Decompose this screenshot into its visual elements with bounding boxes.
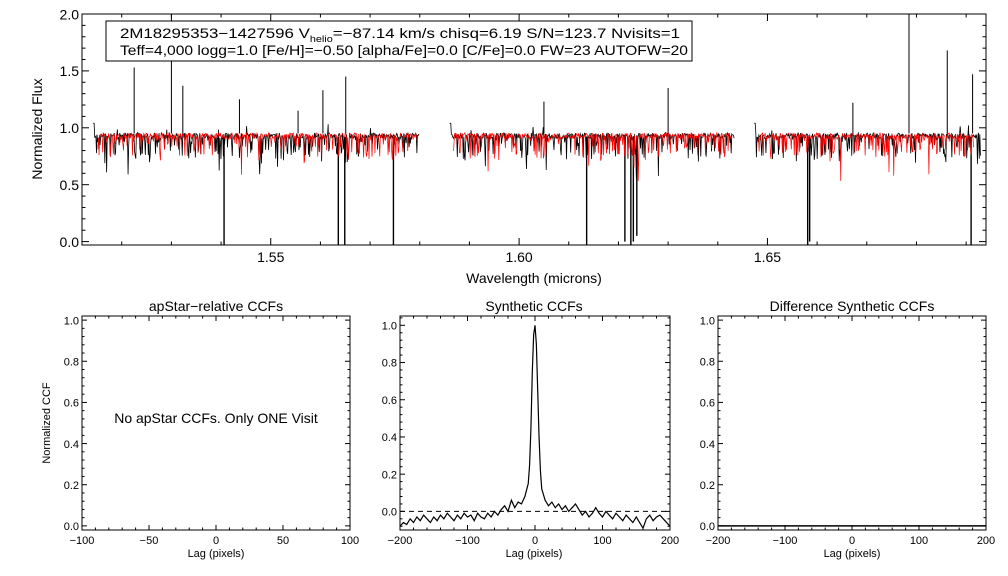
- synthetic-ccf-curve: [399, 325, 671, 530]
- y-tick-label: 0.4: [64, 439, 79, 451]
- y-tick-label: 1.0: [700, 315, 715, 327]
- apstar-ccf-y-axis-label: Normalized CCF: [41, 382, 53, 464]
- x-tick-label: 100: [593, 535, 611, 547]
- x-tick-label: 1.55: [257, 249, 284, 265]
- apstar-ccf-x-axis-label: Lag (pixels): [188, 548, 245, 560]
- x-tick-label: 1.65: [754, 249, 781, 265]
- x-tick-label: 50: [277, 535, 289, 547]
- star-id-text: 2M18295353−1427596: [120, 25, 294, 41]
- difference-ccf-x-tick-labels: −200 −100 0 100 200: [706, 535, 996, 547]
- apstar-ccf-note: No apStar CCFs. Only ONE Visit: [114, 410, 318, 426]
- y-tick-label: 0.0: [700, 521, 715, 533]
- info-line-2: Teff=4,000 logg=1.0 [Fe/H]=−0.50 [alpha/…: [120, 42, 688, 58]
- difference-ccf-y-tick-labels: 0.0 0.2 0.4 0.6 0.8 1.0: [700, 315, 715, 533]
- model-spectrum-segment: [97, 131, 418, 175]
- spectrum-x-axis-label: Wavelength (microns): [466, 270, 602, 286]
- difference-ccf-title: Difference Synthetic CCFs: [770, 298, 935, 314]
- y-tick-label: 0.6: [700, 398, 715, 410]
- spectrum-x-tick-labels: 1.55 1.60 1.65: [257, 249, 781, 265]
- apstar-ccf-panel: apStar−relative CCFs −100 −50 0 50 100 0.00.…: [41, 298, 359, 560]
- spectrum-y-axis-label: Normalized Flux: [29, 78, 45, 179]
- info-box-frame: [105, 20, 693, 62]
- y-tick-label: 0.0: [64, 521, 79, 533]
- synthetic-ccf-plot-frame: [399, 315, 671, 531]
- synthetic-ccf-x-tick-labels: −200 −100 0 100 200: [388, 535, 680, 547]
- y-tick-label: 0.2: [382, 469, 397, 481]
- synthetic-ccf-traces: [399, 325, 671, 530]
- difference-ccf-x-axis-label: Lag (pixels): [824, 548, 881, 560]
- apstar-ccf-x-tick-labels: −100 −50 0 50 100: [70, 535, 360, 547]
- v-helio-and-stats: =−87.14 km/s chisq=6.19 S/N=123.7 Nvisit…: [333, 25, 680, 41]
- y-tick-label: 0.0: [60, 234, 80, 250]
- synthetic-ccf-y-tick-labels: 0.0 0.2 0.4 0.6 0.8 1.0: [382, 320, 397, 518]
- y-tick-label: 1.0: [60, 120, 80, 136]
- x-tick-label: −50: [140, 535, 159, 547]
- y-tick-label: 0.5: [60, 177, 80, 193]
- y-tick-label: 2.0: [60, 6, 80, 22]
- y-tick-label: 0.8: [382, 358, 397, 370]
- spectrum-plot-frame: [81, 13, 987, 246]
- x-tick-label: −200: [388, 535, 413, 547]
- difference-ccf-axis-ticks: [717, 316, 987, 530]
- y-tick-label: 0.0: [382, 507, 397, 519]
- synthetic-ccf-x-axis-label: Lag (pixels): [506, 548, 563, 560]
- y-tick-label: 1.0: [382, 320, 397, 332]
- apstar-ccf-axis-ticks: [81, 316, 351, 530]
- spectrum-panel: 1.55 1.60 1.65 0.0 0.5 1.0 1.5 2.0 Wavelength …: [29, 6, 987, 286]
- x-tick-label: 100: [910, 535, 928, 547]
- spectrum-traces: [92, 14, 982, 245]
- difference-ccf-plot-frame: [717, 315, 987, 531]
- spectrum-clip-group: [92, 14, 982, 245]
- x-tick-label: 200: [977, 535, 995, 547]
- y-tick-label: 1.5: [60, 63, 80, 79]
- y-tick-label: 0.2: [700, 480, 715, 492]
- y-tick-label: 0.8: [700, 356, 715, 368]
- difference-ccf-panel: Difference Synthetic CCFs −200 −100 0 100 20…: [700, 298, 995, 560]
- model-spectrum-segment: [453, 131, 733, 181]
- x-tick-label: −100: [455, 535, 480, 547]
- x-tick-label: 0: [532, 535, 538, 547]
- y-tick-label: 1.0: [64, 315, 79, 327]
- observed-spectrum-segment: [449, 122, 735, 179]
- spectrum-y-tick-labels: 0.0 0.5 1.0 1.5 2.0: [60, 6, 80, 250]
- apstar-ccf-title: apStar−relative CCFs: [149, 298, 283, 314]
- x-tick-label: −200: [706, 535, 731, 547]
- y-tick-label: 0.8: [64, 356, 79, 368]
- v-helio-letter: V: [299, 25, 311, 41]
- y-tick-label: 0.6: [382, 395, 397, 407]
- y-tick-label: 0.4: [382, 432, 397, 444]
- synthetic-ccf-axis-ticks: [399, 316, 671, 530]
- x-tick-label: 200: [661, 535, 679, 547]
- synthetic-ccf-title: Synthetic CCFs: [485, 298, 582, 314]
- observed-spectrum-segment: [92, 122, 420, 175]
- y-tick-label: 0.4: [700, 439, 715, 451]
- y-tick-label: 0.6: [64, 398, 79, 410]
- x-tick-label: −100: [70, 535, 95, 547]
- model-spectrum-segment: [758, 131, 974, 181]
- x-tick-label: 100: [341, 535, 359, 547]
- apstar-ccf-y-tick-labels: 0.0 0.2 0.4 0.6 0.8 1.0: [64, 315, 79, 533]
- spectrum-axis-ticks: [82, 13, 986, 245]
- v-helio-subscript: helio: [310, 34, 333, 44]
- x-tick-label: −100: [773, 535, 798, 547]
- x-tick-label: 0: [213, 535, 219, 547]
- y-tick-label: 0.2: [64, 480, 79, 492]
- x-tick-label: 0: [849, 535, 855, 547]
- x-tick-label: 1.60: [505, 249, 532, 265]
- synthetic-ccf-panel: Synthetic CCFs −200 −100 0 100 200 0.0 0.2 0.4…: [382, 298, 679, 560]
